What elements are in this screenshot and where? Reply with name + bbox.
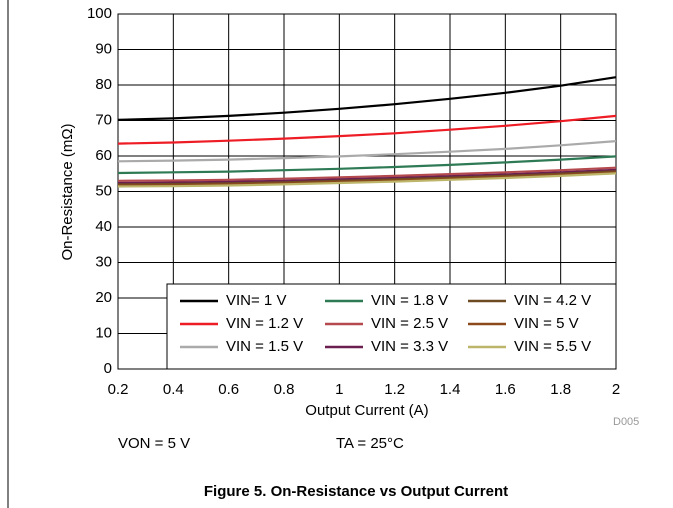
x-tick-label: 0.6: [218, 381, 239, 398]
x-tick-label: 2: [612, 381, 620, 398]
y-tick-label: 90: [95, 40, 112, 57]
figure-id: D005: [613, 416, 639, 428]
x-tick-label: 1.4: [440, 381, 461, 398]
legend-label: VIN= 1 V: [226, 292, 286, 309]
y-axis-label: On-Resistance (mΩ): [59, 123, 76, 260]
y-tick-label: 60: [95, 147, 112, 164]
y-tick-label: 100: [87, 5, 112, 22]
legend: [166, 283, 617, 370]
x-axis-label: Output Current (A): [305, 402, 428, 419]
caption: Figure 5. On-Resistance vs Output Curren…: [204, 483, 508, 500]
y-tick-label: 50: [95, 182, 112, 199]
y-tick-label: 10: [95, 324, 112, 341]
legend-label: VIN = 4.2 V: [514, 292, 591, 309]
y-tick-label: 80: [95, 76, 112, 93]
legend-label: VIN = 1.2 V: [226, 315, 303, 332]
y-tick-label: 40: [95, 218, 112, 235]
series-line: [117, 140, 617, 163]
legend-label: VIN = 1.5 V: [226, 338, 303, 355]
x-tick-label: 1.6: [495, 381, 516, 398]
y-tick-label: 20: [95, 289, 112, 306]
y-tick-label: 0: [104, 360, 112, 377]
x-tick-label: 0.4: [163, 381, 184, 398]
legend-label: VIN = 3.3 V: [371, 338, 448, 355]
series-line: [117, 76, 617, 121]
x-tick-label: 1: [335, 381, 343, 398]
legend-label: VIN = 2.5 V: [371, 315, 448, 332]
series-line: [117, 168, 617, 185]
y-tick-label: 30: [95, 253, 112, 270]
condition: VON = 5 V: [118, 435, 190, 452]
legend-label: VIN = 5.5 V: [514, 338, 591, 355]
x-tick-label: 0.8: [274, 381, 295, 398]
legend-label: VIN = 1.8 V: [371, 292, 448, 309]
x-tick-label: 0.2: [108, 381, 129, 398]
x-tick-label: 1.2: [384, 381, 405, 398]
condition: TA = 25°C: [336, 435, 404, 452]
series-line: [117, 114, 617, 145]
legend-label: VIN = 5 V: [514, 315, 579, 332]
series-line: [117, 155, 617, 175]
series-line: [117, 166, 617, 182]
x-tick-label: 1.8: [550, 381, 571, 398]
y-tick-label: 70: [95, 111, 112, 128]
series-line: [117, 172, 617, 188]
